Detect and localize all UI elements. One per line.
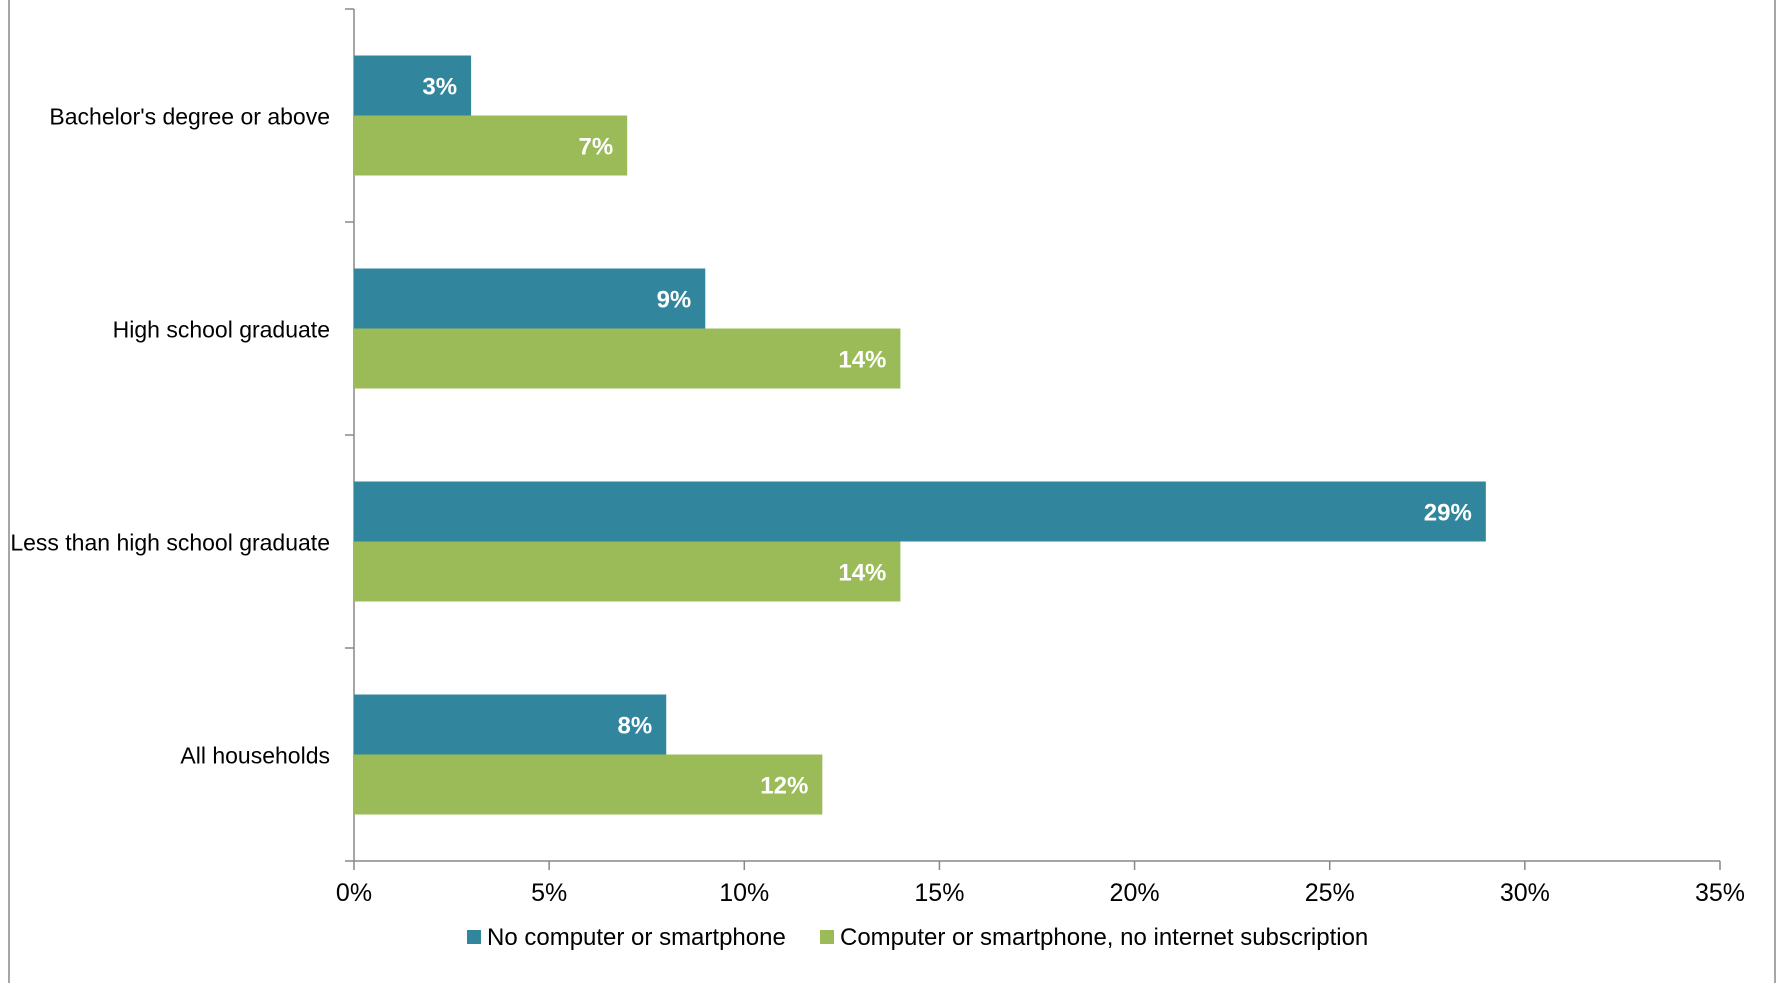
bar <box>354 115 628 176</box>
bar-data-label: 12% <box>760 773 808 800</box>
bar <box>354 328 901 389</box>
bar <box>354 541 901 602</box>
bar <box>354 481 1486 542</box>
x-tick-label: 25% <box>1305 879 1355 907</box>
x-tick-label: 30% <box>1500 879 1550 907</box>
x-tick-label: 20% <box>1110 879 1160 907</box>
bar-data-label: 9% <box>657 287 692 314</box>
category-label: High school graduate <box>113 317 330 343</box>
bar-data-label: 8% <box>618 713 653 740</box>
legend-swatch <box>467 930 481 944</box>
plot-area: 0% 5% 10% 15% 20% 25% 30% 35% Bachelor's degree … <box>10 8 1745 907</box>
category-label: Bachelor's degree or above <box>49 104 330 130</box>
legend: No computer or smartphone Computer or sma… <box>467 924 1368 951</box>
bar-data-label: 14% <box>838 560 886 587</box>
bar <box>354 694 667 755</box>
bar-data-label: 29% <box>1424 500 1472 527</box>
x-tick-label: 10% <box>719 879 769 907</box>
bar-data-label: 14% <box>838 347 886 374</box>
legend-swatch <box>820 930 834 944</box>
x-tick-label: 35% <box>1695 879 1745 907</box>
x-tick-label: 15% <box>914 879 964 907</box>
bar <box>354 55 472 116</box>
bar-data-label: 7% <box>579 134 614 161</box>
x-tick-label: 5% <box>531 879 567 907</box>
category-label: All households <box>180 743 330 769</box>
legend-label: Computer or smartphone, no internet subs… <box>840 924 1368 951</box>
bar-data-label: 3% <box>422 74 457 101</box>
x-tick-label: 0% <box>336 879 372 907</box>
bar <box>354 268 706 329</box>
category-label: Less than high school graduate <box>10 530 330 556</box>
bar <box>354 754 823 815</box>
legend-label: No computer or smartphone <box>487 924 786 951</box>
